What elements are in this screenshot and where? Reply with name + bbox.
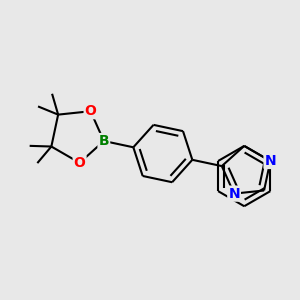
Text: N: N	[228, 187, 240, 201]
Text: N: N	[265, 154, 276, 168]
Text: B: B	[98, 134, 109, 148]
Text: O: O	[74, 156, 85, 170]
Text: O: O	[85, 104, 97, 118]
